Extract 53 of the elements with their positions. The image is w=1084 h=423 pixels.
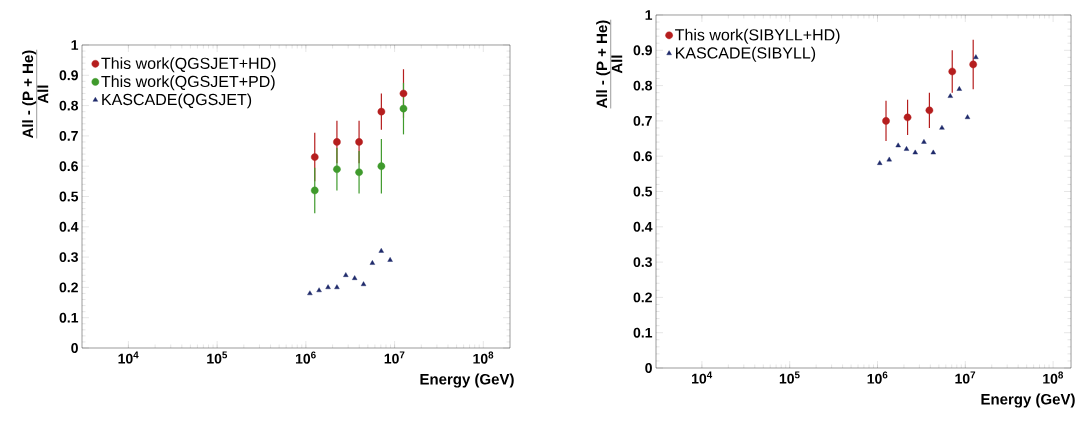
point: [956, 86, 962, 91]
x-axis-title: Energy (GeV): [420, 373, 514, 388]
x-tick-label: 10$^{8}$: [473, 351, 494, 364]
point: [886, 156, 892, 162]
y-tick-label: 0.1: [59, 312, 79, 323]
legend-label: KASCADE(QGSJET): [102, 93, 252, 109]
y-tick-label: 0.7: [633, 115, 652, 126]
y-tick-label: 1: [645, 10, 653, 20]
point: [947, 93, 953, 98]
point: [877, 160, 883, 165]
y-tick-label: 0.2: [59, 282, 78, 293]
x-axis-title: Energy (GeV): [981, 393, 1075, 408]
x-tick-label: 10$^{4}$: [118, 351, 139, 364]
x-tick-label: 10$^{6}$: [295, 351, 316, 364]
x-tick-label: 10$^{4}$: [692, 371, 713, 384]
y-tick-label: 0.3: [633, 257, 652, 268]
y-axis-title: $\frac{\textbf{All - (P + He)}}{\textbf{All}}$: [22, 49, 49, 139]
x-tick-label: 10$^{7}$: [955, 371, 976, 384]
y-tick-label: 0.5: [633, 186, 653, 197]
y-tick-label: 0.9: [59, 70, 78, 81]
y-tick-label: 0.2: [633, 292, 652, 303]
point: [964, 114, 971, 119]
legend-label: KASCADE(SIBYLL): [676, 46, 816, 62]
x-tick-label: 10$^{5}$: [779, 371, 800, 384]
point: [912, 149, 918, 155]
y-tick-label: 0.1: [633, 327, 653, 338]
y-tick-label: 0.6: [633, 151, 652, 162]
y-axis-title: $\frac{\textbf{All - (P + He)}}{\textbf{All}}$: [596, 19, 623, 109]
point: [895, 142, 901, 148]
y-tick-label: 0.4: [59, 221, 79, 232]
y-tick-label: 1: [71, 40, 79, 50]
y-tick-label: 0: [71, 343, 78, 353]
point: [973, 54, 979, 59]
y-tick-label: 0.6: [59, 161, 78, 172]
point: [939, 124, 945, 130]
y-tick-label: 0.7: [59, 130, 78, 141]
x-tick-label: 10$^{8}$: [1043, 371, 1064, 384]
legend-label: This work(QGSJET+PD): [101, 75, 275, 91]
point: [930, 149, 936, 155]
y-tick-label: 0.3: [59, 252, 78, 263]
point: [903, 146, 910, 151]
legend-label: This work(SIBYLL+HD): [675, 28, 840, 44]
y-tick-label: 0.9: [633, 45, 652, 56]
y-tick-label: 0: [645, 363, 652, 373]
y-tick-label: 0.5: [59, 191, 79, 202]
y-tick-label: 0.8: [59, 100, 79, 111]
legend-label: This work(QGSJET+HD): [101, 57, 276, 73]
y-tick-label: 0.4: [633, 221, 653, 232]
x-tick-label: 10$^{5}$: [207, 351, 228, 364]
y-tick-label: 0.8: [633, 80, 653, 91]
x-tick-label: 10$^{7}$: [384, 351, 405, 364]
point: [921, 139, 927, 144]
x-tick-label: 10$^{6}$: [867, 371, 888, 384]
